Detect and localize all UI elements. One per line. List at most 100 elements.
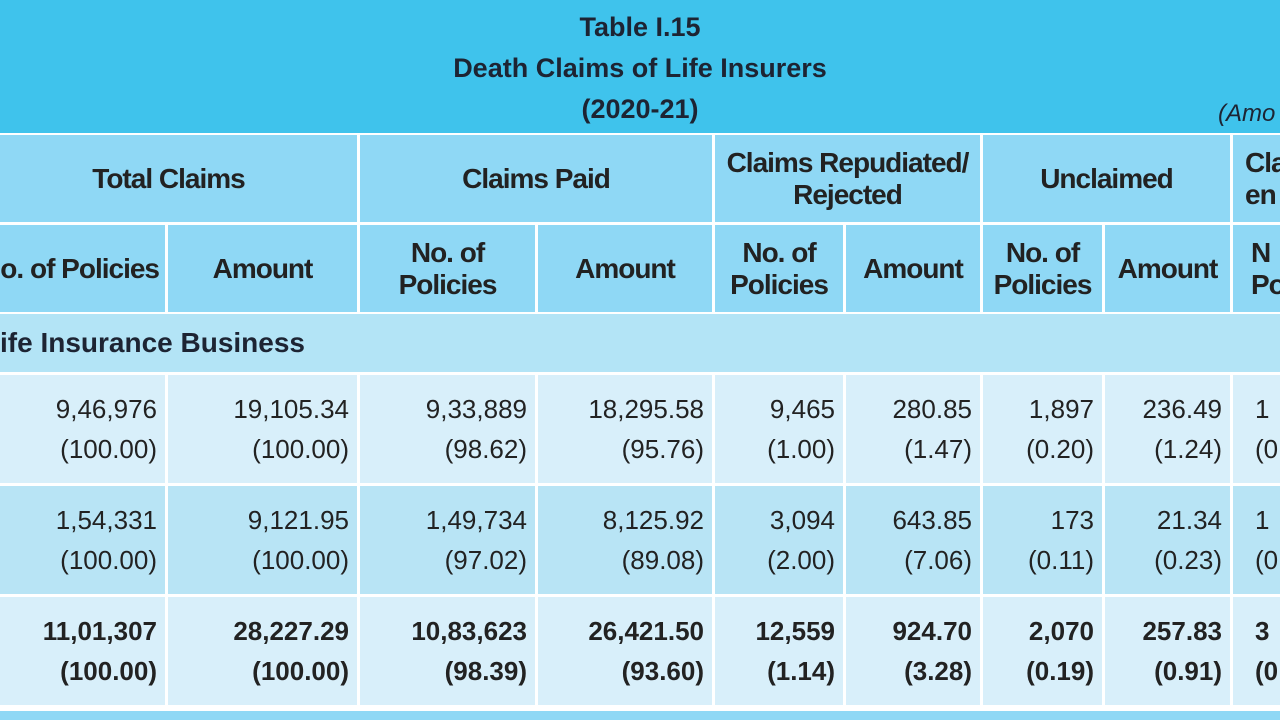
column-header-cell: No. of Policies — [983, 225, 1102, 312]
group-header: Cla en — [1245, 146, 1280, 210]
data-cell: 12,559 (1.14) — [715, 597, 843, 705]
cell-value: 11,01,307 — [42, 616, 157, 646]
column-header: Amount — [212, 252, 314, 284]
column-header-cell: o. of Policies — [0, 225, 165, 312]
cell-percent: (100.00) — [60, 434, 157, 464]
cell-value: 21.34 — [1156, 505, 1222, 535]
data-cell: 1,49,734 (97.02) — [360, 486, 535, 594]
data-cell: 21.34 (0.23) — [1105, 486, 1230, 594]
column-header: o. of Policies — [0, 252, 160, 284]
cell-percent: (100.00) — [252, 545, 349, 575]
column-header-cell: No. of Policies — [715, 225, 843, 312]
cell-value: 8,125.92 — [602, 505, 704, 535]
data-cell: 1,897 (0.20) — [983, 375, 1102, 483]
cell-percent: (0.20) — [1026, 434, 1094, 464]
cell-percent: (0.91) — [1154, 656, 1222, 686]
cell-percent: (97.02) — [444, 545, 527, 575]
data-cell: 236.49 (1.24) — [1105, 375, 1230, 483]
cell-value: 9,121.95 — [247, 505, 349, 535]
group-header-cell: Claims Paid — [360, 135, 712, 222]
cell-percent: (3.28) — [904, 656, 972, 686]
cell-percent: (1.14) — [767, 656, 835, 686]
data-cell: 9,46,976 (100.00) — [0, 375, 165, 483]
cell-value: 9,465 — [769, 394, 835, 424]
cell-value: 1,54,331 — [55, 505, 157, 535]
data-cell: 643.85 (7.06) — [846, 486, 980, 594]
column-header-cell: Amount — [168, 225, 357, 312]
data-cell: 9,121.95 (100.00) — [168, 486, 357, 594]
cell-percent: (100.00) — [60, 545, 157, 575]
data-cell: 1 (0 — [1233, 375, 1280, 483]
column-header-cell: Amount — [1105, 225, 1230, 312]
data-cell: 2,070 (0.19) — [983, 597, 1102, 705]
cell-value: 1,49,734 — [425, 505, 527, 535]
data-cell: 28,227.29 (100.00) — [168, 597, 357, 705]
group-header-cell: Total Claims — [0, 135, 357, 222]
cell-value: 9,33,889 — [425, 394, 527, 424]
table-subtitle: Death Claims of Life Insurers — [453, 53, 827, 83]
data-cell: 26,421.50 (93.60) — [538, 597, 712, 705]
group-header: Total Claims — [92, 162, 245, 194]
cell-percent: (95.76) — [621, 434, 704, 464]
cell-percent: (1.47) — [904, 434, 972, 464]
cell-value: 1 — [1255, 505, 1270, 535]
data-cell: 1 (0 — [1233, 486, 1280, 594]
data-cell: 19,105.34 (100.00) — [168, 375, 357, 483]
cell-value: 26,421.50 — [588, 616, 704, 646]
cell-value: 3 — [1255, 616, 1270, 646]
cell-percent: (98.39) — [444, 656, 527, 686]
column-header-cell: N Po — [1233, 225, 1280, 312]
title-band — [0, 0, 1280, 133]
cell-percent: (1.24) — [1154, 434, 1222, 464]
cell-percent: (0 — [1255, 434, 1279, 464]
group-header: Unclaimed — [1040, 162, 1174, 194]
data-cell: 9,33,889 (98.62) — [360, 375, 535, 483]
cell-value: 28,227.29 — [233, 616, 349, 646]
data-cell: 3,094 (2.00) — [715, 486, 843, 594]
cell-value: 19,105.34 — [233, 394, 349, 424]
cell-value: 643.85 — [892, 505, 972, 535]
data-cell: 1,54,331 (100.00) — [0, 486, 165, 594]
cell-percent: (0.11) — [1028, 545, 1094, 575]
data-cell: 11,01,307 (100.00) — [0, 597, 165, 705]
data-cell: 3 (0 — [1233, 597, 1280, 705]
group-header-cell: Claims Repudiated/ Rejected — [715, 135, 980, 222]
cell-percent: (98.62) — [444, 434, 527, 464]
table-title: Table I.15 — [579, 12, 701, 42]
data-cell: 9,465 (1.00) — [715, 375, 843, 483]
cell-percent: (89.08) — [621, 545, 704, 575]
group-header: Claims Repudiated/ Rejected — [726, 146, 970, 210]
group-header-cell: Cla en — [1233, 135, 1280, 222]
cell-percent: (0 — [1255, 545, 1279, 575]
cell-percent: (100.00) — [252, 434, 349, 464]
cell-value: 10,83,623 — [411, 616, 527, 646]
cell-value: 280.85 — [892, 394, 972, 424]
cell-value: 236.49 — [1142, 394, 1222, 424]
column-header: No. of Policies — [730, 236, 829, 300]
cell-percent: (100.00) — [60, 656, 157, 686]
column-header: Amount — [575, 252, 676, 284]
cell-percent: (0 — [1255, 656, 1279, 686]
cell-percent: (1.00) — [767, 434, 835, 464]
group-header: Claims Paid — [462, 162, 611, 194]
cell-value: 924.70 — [892, 616, 972, 646]
cell-value: 12,559 — [755, 616, 835, 646]
cell-percent: (0.23) — [1154, 545, 1222, 575]
cell-percent: (93.60) — [621, 656, 704, 686]
column-header: No. of Policies — [398, 236, 498, 300]
cell-value: 257.83 — [1142, 616, 1222, 646]
unit-note: (Amo — [1218, 100, 1276, 127]
cell-value: 2,070 — [1028, 616, 1094, 646]
bottom-band — [0, 711, 1280, 720]
data-cell: 280.85 (1.47) — [846, 375, 980, 483]
cell-value: 1,897 — [1028, 394, 1094, 424]
column-header-cell: Amount — [538, 225, 712, 312]
column-header: Amount — [863, 252, 964, 284]
cell-percent: (100.00) — [252, 656, 349, 686]
group-header-cell: Unclaimed — [983, 135, 1230, 222]
table-period: (2020-21) — [581, 94, 699, 124]
cell-value: 3,094 — [769, 505, 835, 535]
data-cell: 8,125.92 (89.08) — [538, 486, 712, 594]
column-header: Amount — [1117, 252, 1219, 284]
